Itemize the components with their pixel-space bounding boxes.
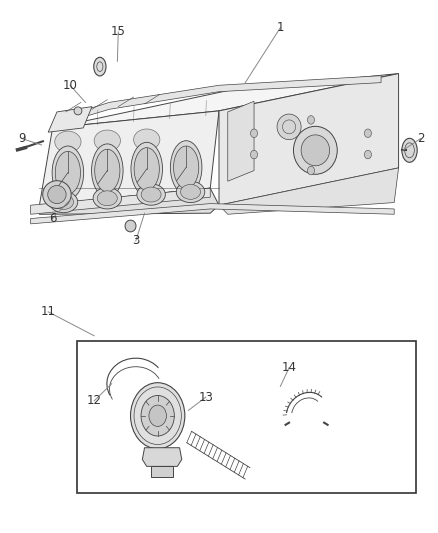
Ellipse shape xyxy=(301,135,330,166)
Ellipse shape xyxy=(74,107,82,115)
Text: 1: 1 xyxy=(276,21,284,34)
Polygon shape xyxy=(31,188,210,214)
Polygon shape xyxy=(53,74,399,128)
Ellipse shape xyxy=(92,144,123,197)
Circle shape xyxy=(149,405,166,426)
Ellipse shape xyxy=(43,181,71,208)
Text: 10: 10 xyxy=(63,79,78,92)
Polygon shape xyxy=(142,448,182,466)
Ellipse shape xyxy=(402,139,417,163)
Polygon shape xyxy=(219,168,399,214)
Ellipse shape xyxy=(94,130,120,151)
Ellipse shape xyxy=(134,148,159,190)
Polygon shape xyxy=(228,101,254,181)
Circle shape xyxy=(131,383,185,449)
Bar xyxy=(77,341,416,493)
Circle shape xyxy=(307,116,314,124)
Ellipse shape xyxy=(180,184,201,199)
Polygon shape xyxy=(39,188,219,214)
Circle shape xyxy=(141,395,174,436)
Ellipse shape xyxy=(173,146,199,189)
Polygon shape xyxy=(219,74,399,205)
Ellipse shape xyxy=(293,126,337,174)
Ellipse shape xyxy=(137,184,166,205)
Text: 15: 15 xyxy=(111,26,126,38)
Text: 11: 11 xyxy=(41,305,56,318)
Circle shape xyxy=(251,150,258,159)
Text: 6: 6 xyxy=(49,212,57,225)
Ellipse shape xyxy=(52,146,84,199)
Ellipse shape xyxy=(94,58,106,76)
Ellipse shape xyxy=(97,191,117,206)
Polygon shape xyxy=(79,76,381,118)
Ellipse shape xyxy=(93,188,122,209)
Text: 13: 13 xyxy=(198,391,213,403)
Ellipse shape xyxy=(55,131,81,152)
Circle shape xyxy=(364,150,371,159)
Circle shape xyxy=(307,166,314,175)
Ellipse shape xyxy=(131,142,162,196)
Text: 14: 14 xyxy=(282,361,297,374)
Polygon shape xyxy=(48,107,92,132)
Text: 9: 9 xyxy=(18,132,26,145)
Ellipse shape xyxy=(277,114,301,140)
Polygon shape xyxy=(151,466,173,477)
Ellipse shape xyxy=(49,191,78,213)
Polygon shape xyxy=(31,204,394,224)
Circle shape xyxy=(251,129,258,138)
Ellipse shape xyxy=(134,129,160,150)
Circle shape xyxy=(364,129,371,138)
Ellipse shape xyxy=(55,151,81,194)
Ellipse shape xyxy=(170,141,202,194)
Ellipse shape xyxy=(125,220,136,232)
Text: 12: 12 xyxy=(87,394,102,407)
Ellipse shape xyxy=(53,195,74,209)
Polygon shape xyxy=(39,111,219,205)
Ellipse shape xyxy=(48,185,66,204)
Text: 3: 3 xyxy=(132,235,139,247)
Ellipse shape xyxy=(141,187,161,202)
Text: 2: 2 xyxy=(417,132,424,145)
Ellipse shape xyxy=(95,149,120,192)
Ellipse shape xyxy=(176,181,205,203)
